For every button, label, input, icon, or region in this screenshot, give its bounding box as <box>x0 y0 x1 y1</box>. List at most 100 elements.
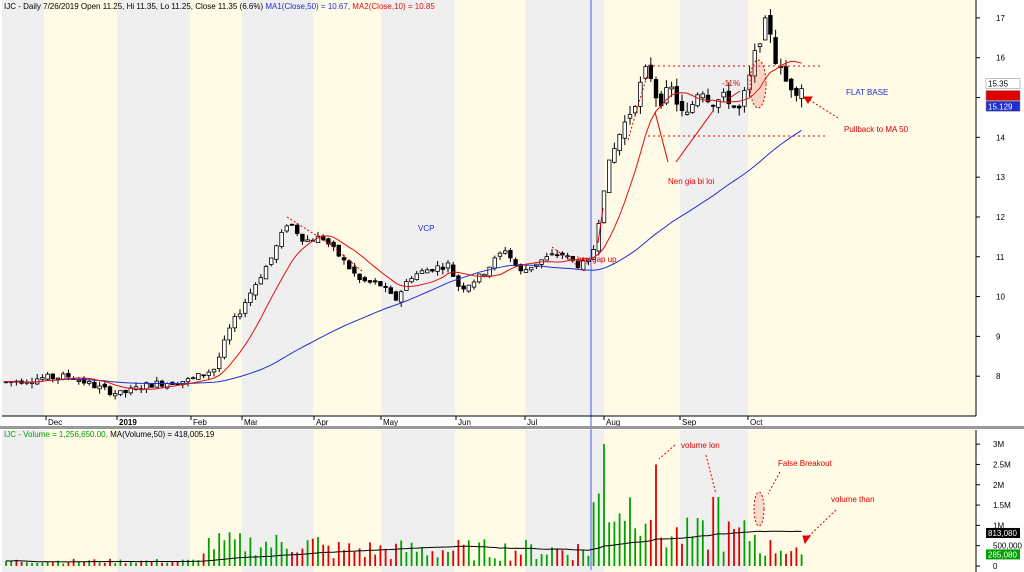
candle-body <box>607 160 611 193</box>
volume-bar <box>686 518 688 566</box>
volume-bar <box>562 550 564 566</box>
false-breakout-volume-ellipse <box>754 492 764 526</box>
volume-axis: 3M2.5M2M1.5M1M500,0000 813,080285,080 <box>976 430 1022 572</box>
price-tick-label: 16 <box>996 54 1005 63</box>
candle-body <box>436 266 440 272</box>
candle-body <box>451 265 455 276</box>
volume-bar <box>10 561 12 566</box>
candle-body <box>301 234 305 241</box>
volume-bar <box>588 556 590 566</box>
volume-bar <box>432 551 434 566</box>
volume-bar <box>406 552 408 566</box>
annotation-pullback: Pullback to MA 50 <box>844 125 909 134</box>
price-tick-label: 10 <box>996 293 1005 302</box>
volume-bar <box>671 536 673 566</box>
volume-bar <box>525 540 527 566</box>
candle-body <box>550 254 554 255</box>
candle-body <box>737 106 741 108</box>
volume-tick-label: 1.5M <box>993 501 1011 510</box>
volume-bar <box>593 502 595 566</box>
volume-bar <box>723 552 725 566</box>
candle-body <box>743 90 747 106</box>
volume-bar <box>775 553 777 566</box>
price-tick-label: 11 <box>996 253 1005 262</box>
candle-body <box>467 285 471 291</box>
volume-tick-label: 500,000 <box>993 542 1022 551</box>
candle-body <box>98 386 102 389</box>
volume-bar <box>62 564 64 566</box>
candle-body <box>353 267 357 273</box>
candle-body <box>238 314 242 317</box>
month-label: Aug <box>606 418 620 427</box>
volume-bar <box>333 558 335 566</box>
candle-body <box>602 191 606 223</box>
volume-bar <box>411 543 413 566</box>
volume-bar <box>770 540 772 566</box>
volume-bar <box>790 551 792 566</box>
candle-body <box>108 387 112 395</box>
candle-body <box>223 340 227 357</box>
volume-bar <box>666 547 668 566</box>
volume-bar <box>250 537 252 566</box>
month-label: Jul <box>527 418 537 427</box>
candle-body <box>472 282 476 287</box>
volume-bar <box>52 562 54 566</box>
price-header-ma1: MA1(Close,50) = 10.67, <box>265 2 352 11</box>
candle-body <box>337 245 341 256</box>
volume-bar <box>707 550 709 566</box>
volume-bar <box>655 464 657 566</box>
candle-body <box>389 288 393 294</box>
volume-bar <box>156 559 158 566</box>
annotation-vcp: VCP <box>418 224 434 233</box>
volume-bar <box>281 542 283 566</box>
candle-body <box>696 95 700 106</box>
month-band <box>525 430 604 572</box>
price-tick-label: 9 <box>996 332 1001 341</box>
candle-body <box>119 391 123 395</box>
volume-bar <box>307 540 309 566</box>
candle-body <box>197 373 201 379</box>
volume-bar <box>744 520 746 566</box>
candle-body <box>306 240 310 242</box>
volume-bar <box>645 524 647 566</box>
candle-body <box>410 278 414 281</box>
volume-bar <box>276 535 278 566</box>
candle-body <box>67 373 71 377</box>
volume-bar <box>447 552 449 566</box>
volume-tick-label: 2.5M <box>993 460 1011 469</box>
candle-body <box>61 374 65 379</box>
candle-body <box>529 268 533 270</box>
candle-body <box>498 253 502 256</box>
candle-body <box>732 106 736 107</box>
month-band <box>117 0 190 416</box>
candle-body <box>706 95 710 101</box>
candle-body <box>342 258 346 260</box>
candle-body <box>399 292 403 302</box>
annotation-false-breakout: False Breakout <box>778 459 833 468</box>
month-band <box>381 0 455 416</box>
volume-bar <box>499 561 501 566</box>
candle-body <box>269 258 273 264</box>
candle-body <box>363 278 367 281</box>
volume-bar <box>473 560 475 566</box>
candle-body <box>233 317 237 328</box>
volume-bar <box>546 555 548 566</box>
price-badge-label: 15.129 <box>988 102 1013 111</box>
volume-bar <box>312 539 314 566</box>
candle-body <box>488 267 492 276</box>
candle-body <box>503 251 507 253</box>
volume-bar <box>348 543 350 566</box>
candle-body <box>774 38 778 64</box>
price-tick-label: 13 <box>996 173 1005 182</box>
volume-header-prefix: IJC - Volume = 1,256,650.00, <box>4 430 110 439</box>
volume-bar <box>614 522 616 566</box>
volume-bar <box>780 551 782 566</box>
volume-bar <box>494 558 496 566</box>
volume-bar <box>99 563 101 566</box>
volume-bar <box>120 560 122 566</box>
candle-body <box>795 88 799 95</box>
volume-bar <box>68 562 70 566</box>
candle-body <box>477 274 481 282</box>
volume-bar <box>478 543 480 566</box>
candle-body <box>623 122 627 138</box>
